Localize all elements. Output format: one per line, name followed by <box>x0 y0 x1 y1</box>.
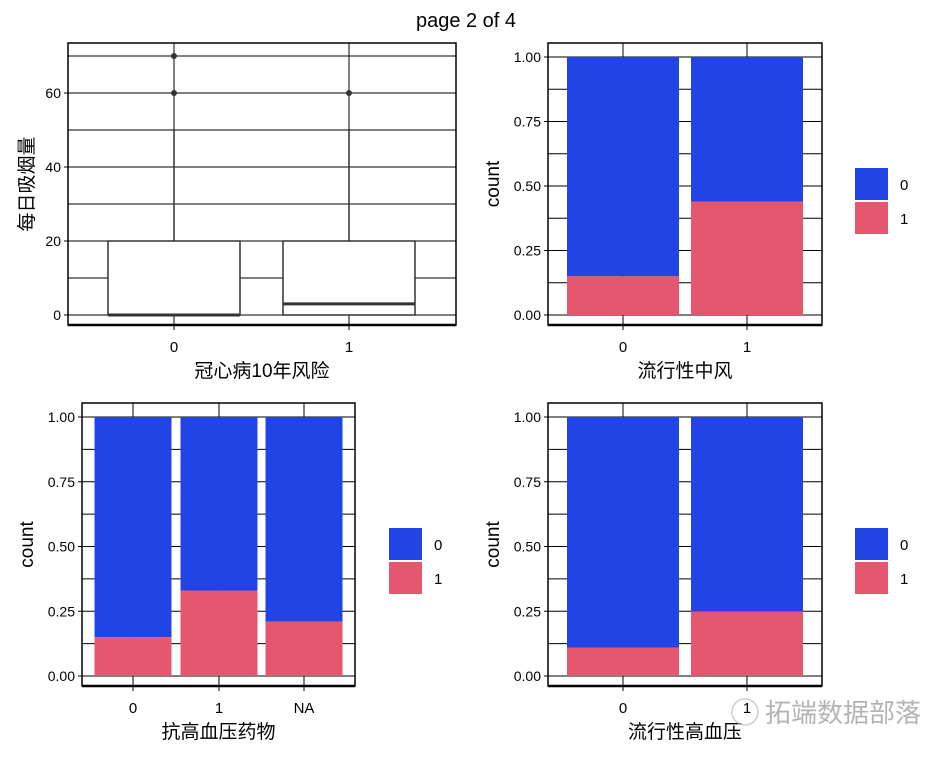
legend-label: 1 <box>900 571 908 588</box>
bar-1 <box>567 647 679 676</box>
legend-swatch-1 <box>855 202 888 234</box>
y-tick-label: 0.00 <box>514 307 541 323</box>
x-axis-title: 冠心病10年风险 <box>194 360 329 382</box>
y-axis-title: count <box>17 521 38 568</box>
y-tick-label: 0.00 <box>514 668 541 684</box>
bar-1 <box>265 621 343 676</box>
outlier-point <box>171 90 177 96</box>
y-axis-title: count <box>483 521 504 568</box>
bar-1 <box>180 590 258 676</box>
outlier-point <box>171 53 177 59</box>
y-tick-label: 0.75 <box>514 474 541 490</box>
y-tick-label: 0.50 <box>514 539 541 555</box>
outlier-point <box>346 90 352 96</box>
y-tick-label: 1.00 <box>514 409 541 425</box>
bar-0 <box>691 57 803 202</box>
legend-label: 1 <box>900 211 908 228</box>
legend-swatch-0 <box>389 528 422 560</box>
legend-swatch-0 <box>855 168 888 200</box>
page-title: page 2 of 4 <box>416 10 516 32</box>
watermark-text: 拓端数据部落 <box>765 698 921 728</box>
x-tick-label: NA <box>294 700 315 717</box>
legend-swatch-1 <box>389 562 422 594</box>
bar-1 <box>94 637 172 676</box>
y-tick-label: 0 <box>53 307 61 323</box>
legend-label: 0 <box>900 177 908 194</box>
box <box>107 240 241 316</box>
legend-label: 1 <box>434 571 442 588</box>
bar-0 <box>691 417 803 612</box>
y-tick-label: 40 <box>45 159 61 175</box>
x-tick-label: 0 <box>619 339 627 356</box>
x-tick-label: 0 <box>619 700 627 717</box>
x-tick-label: 0 <box>170 339 178 356</box>
legend-label: 0 <box>900 537 908 554</box>
x-tick-label: 1 <box>743 700 751 717</box>
bar-0 <box>180 417 258 591</box>
panel-2: 0.00 0.25 0.50 0.75 1.00 0 1 0 1 流行性中风 count <box>483 42 908 382</box>
x-axis-title: 流行性高血压 <box>628 721 742 743</box>
x-tick-label: 1 <box>345 339 353 356</box>
watermark: 拓端数据部落 <box>731 698 921 728</box>
y-tick-label: 0.75 <box>48 474 75 490</box>
y-tick-label: 0.25 <box>514 243 541 259</box>
x-tick-label: 0 <box>129 700 137 717</box>
y-tick-label: 1.00 <box>514 49 541 65</box>
y-axis-title: count <box>483 160 504 207</box>
y-tick-label: 0.25 <box>514 603 541 619</box>
x-axis-title: 抗高血压药物 <box>161 721 275 743</box>
y-axis-title: 每日吸烟量 <box>16 136 38 231</box>
y-tick-label: 1.00 <box>48 409 75 425</box>
y-tick-label: 60 <box>45 85 61 101</box>
legend-swatch-1 <box>855 562 888 594</box>
legend-swatch-0 <box>855 528 888 560</box>
bar-0 <box>567 57 679 277</box>
x-tick-label: 1 <box>215 700 223 717</box>
panel-1: 0 20 40 60 0 1 冠心病10年风险 每日吸烟量 <box>16 42 457 382</box>
panel-3: 0.00 0.25 0.50 0.75 1.00 0 1 0 1 NA 抗高血压药物 count <box>17 402 442 743</box>
bar-1 <box>567 276 679 315</box>
bar-0 <box>265 417 343 622</box>
y-tick-label: 0.25 <box>48 603 75 619</box>
bar-1 <box>691 611 803 676</box>
y-tick-label: 0.75 <box>514 114 541 130</box>
x-axis-title: 流行性中风 <box>637 360 732 382</box>
bar-1 <box>691 201 803 315</box>
legend-label: 0 <box>434 537 442 554</box>
x-tick-label: 1 <box>743 339 751 356</box>
bar-0 <box>94 417 172 638</box>
y-tick-label: 20 <box>45 233 61 249</box>
y-tick-label: 0.00 <box>48 668 75 684</box>
bar-0 <box>567 417 679 648</box>
y-tick-label: 0.50 <box>48 539 75 555</box>
y-tick-label: 0.50 <box>514 178 541 194</box>
